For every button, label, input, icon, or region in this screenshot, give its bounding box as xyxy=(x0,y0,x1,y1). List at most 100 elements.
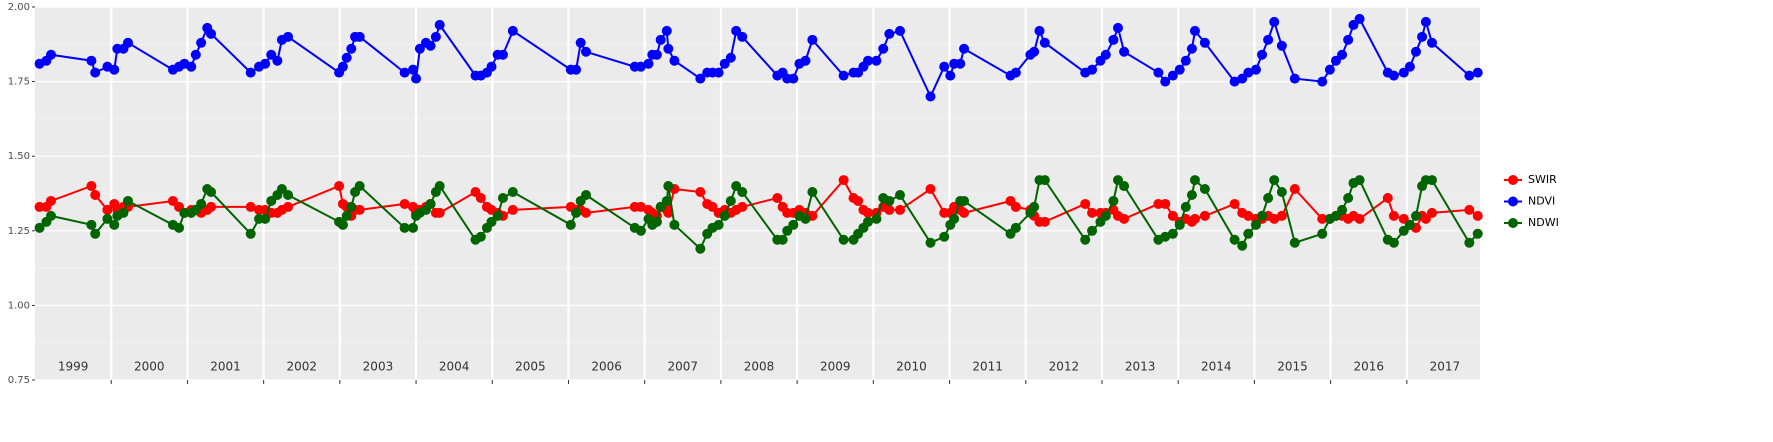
data-point xyxy=(655,34,666,45)
data-point xyxy=(206,28,217,39)
data-point xyxy=(1039,175,1050,186)
y-tick-label: 2.00 xyxy=(8,2,30,13)
data-point xyxy=(1229,76,1240,87)
data-point xyxy=(1100,49,1111,60)
data-point xyxy=(1167,228,1178,239)
data-point xyxy=(1153,198,1164,209)
data-point xyxy=(118,207,129,218)
data-point xyxy=(925,91,936,102)
data-point xyxy=(486,61,497,72)
data-point xyxy=(1167,210,1178,221)
data-point xyxy=(635,201,646,212)
data-point xyxy=(1160,231,1171,242)
data-point xyxy=(884,195,895,206)
data-point xyxy=(581,46,592,57)
data-point xyxy=(959,195,970,206)
data-point xyxy=(434,19,445,30)
data-point xyxy=(1354,175,1365,186)
data-point xyxy=(46,49,57,60)
data-point xyxy=(354,181,365,192)
data-point xyxy=(959,43,970,54)
data-point xyxy=(1472,67,1483,78)
data-point xyxy=(122,195,133,206)
data-point xyxy=(408,64,419,75)
data-point xyxy=(1269,213,1280,224)
data-point xyxy=(507,187,518,198)
data-point xyxy=(1257,49,1268,60)
data-point xyxy=(1464,237,1475,248)
data-point xyxy=(1410,46,1421,57)
data-point xyxy=(354,31,365,42)
data-point xyxy=(1080,198,1091,209)
y-tick-label: 0.75 xyxy=(8,375,30,386)
x-label: 2008 xyxy=(744,360,775,374)
data-point xyxy=(955,58,966,69)
data-point xyxy=(434,207,445,218)
data-point xyxy=(354,204,365,215)
data-point xyxy=(651,49,662,60)
data-point xyxy=(245,228,256,239)
x-label: 2007 xyxy=(668,360,699,374)
data-point xyxy=(179,207,190,218)
data-point xyxy=(838,70,849,81)
data-point xyxy=(283,201,294,212)
data-point xyxy=(408,222,419,233)
data-point xyxy=(651,216,662,227)
data-point xyxy=(661,195,672,206)
x-label: 2011 xyxy=(972,360,1003,374)
data-point xyxy=(661,25,672,36)
data-point xyxy=(34,222,45,233)
data-point xyxy=(1080,234,1091,245)
data-point xyxy=(713,219,724,230)
data-point xyxy=(1276,187,1287,198)
legend-key xyxy=(1508,196,1518,207)
data-point xyxy=(1010,67,1021,78)
data-point xyxy=(434,181,445,192)
data-point xyxy=(90,228,101,239)
data-point xyxy=(643,58,654,69)
data-point xyxy=(1199,37,1210,48)
data-point xyxy=(635,225,646,236)
x-label: 2009 xyxy=(820,360,851,374)
legend-key xyxy=(1508,175,1518,185)
data-point xyxy=(581,189,592,200)
data-point xyxy=(1250,219,1261,230)
data-point xyxy=(581,207,592,218)
data-point xyxy=(719,210,730,221)
legend-label: NDWI xyxy=(1528,216,1559,229)
data-point xyxy=(807,34,818,45)
data-point xyxy=(399,198,410,209)
data-point xyxy=(1174,64,1185,75)
data-point xyxy=(853,195,864,206)
data-point xyxy=(102,204,113,215)
data-point xyxy=(663,43,674,54)
data-point xyxy=(1160,76,1171,87)
data-point xyxy=(1010,222,1021,233)
data-point xyxy=(863,207,874,218)
data-point xyxy=(949,213,960,224)
data-point xyxy=(565,219,576,230)
data-point xyxy=(1388,237,1399,248)
data-point xyxy=(1289,237,1300,248)
x-label: 2013 xyxy=(1125,360,1156,374)
y-tick-label: 1.50 xyxy=(8,151,30,162)
data-point xyxy=(260,58,271,69)
data-point xyxy=(109,64,120,75)
data-point xyxy=(669,219,680,230)
data-point xyxy=(1039,216,1050,227)
data-point xyxy=(1108,195,1119,206)
data-point xyxy=(174,222,185,233)
data-point xyxy=(399,67,410,78)
data-point xyxy=(425,40,436,51)
data-point xyxy=(411,73,422,84)
data-point xyxy=(1388,70,1399,81)
data-point xyxy=(871,55,882,66)
data-point xyxy=(939,231,950,242)
data-point xyxy=(1464,70,1475,81)
data-point xyxy=(1243,67,1254,78)
data-point xyxy=(425,198,436,209)
data-point xyxy=(283,189,294,200)
data-point xyxy=(1153,67,1164,78)
